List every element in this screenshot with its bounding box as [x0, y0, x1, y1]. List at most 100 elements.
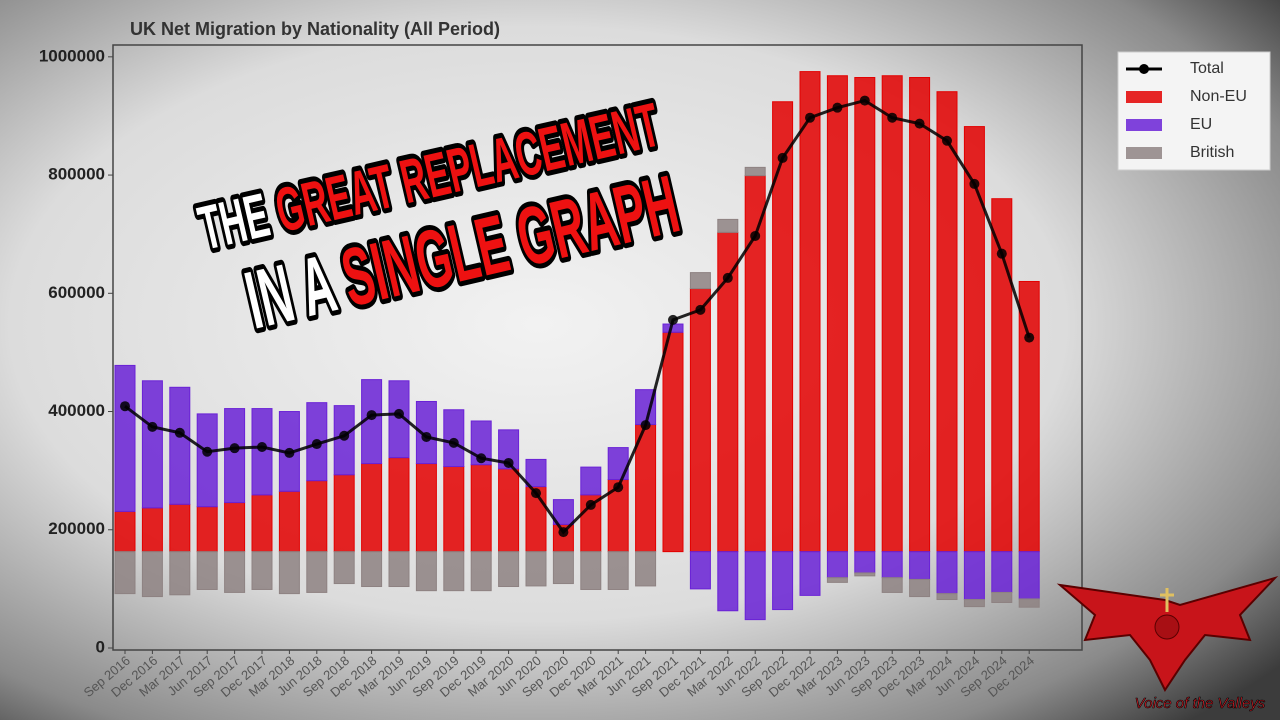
legend-swatch	[1126, 119, 1162, 131]
total-point	[969, 178, 980, 189]
total-point	[339, 430, 350, 441]
bar	[388, 457, 410, 553]
bar	[251, 494, 273, 553]
total-point	[942, 135, 952, 146]
bar	[498, 551, 520, 588]
total-point	[421, 431, 432, 442]
logo: Voice of the Valleys	[1056, 576, 1279, 712]
bar	[470, 551, 492, 592]
bar	[443, 466, 465, 553]
bar	[278, 551, 300, 595]
total-point	[668, 314, 678, 325]
bar	[717, 551, 739, 612]
bar	[936, 593, 958, 601]
chart-title: UK Net Migration by Nationality (All Per…	[130, 19, 500, 39]
bar	[224, 408, 246, 504]
y-tick-label: 400000	[48, 401, 105, 420]
bar	[361, 551, 383, 588]
bar	[114, 364, 136, 512]
bar	[826, 551, 848, 579]
bar	[141, 551, 163, 598]
bar	[333, 474, 355, 553]
bar	[306, 551, 328, 593]
bar	[415, 551, 437, 592]
bar	[744, 551, 766, 621]
bar	[470, 464, 492, 553]
bar	[498, 429, 520, 470]
bar	[306, 480, 328, 553]
bar	[881, 577, 903, 593]
total-point	[531, 488, 541, 499]
total-point	[695, 304, 706, 315]
bar	[278, 490, 300, 553]
bar	[141, 507, 163, 553]
y-tick-label: 0	[96, 637, 105, 656]
bar	[607, 551, 629, 590]
bar	[224, 502, 246, 553]
bar	[717, 218, 739, 233]
bar	[909, 77, 931, 553]
total-line	[124, 98, 1031, 535]
total-point	[640, 420, 651, 431]
bar	[580, 551, 602, 590]
bar	[169, 386, 191, 505]
legend-swatch	[1126, 147, 1162, 159]
total-point	[257, 442, 267, 452]
legend-label: British	[1190, 144, 1234, 161]
total-point	[914, 118, 925, 129]
bar	[689, 551, 711, 590]
legend-swatch	[1139, 64, 1149, 74]
total-point	[1024, 332, 1035, 343]
bar	[251, 551, 273, 590]
bar	[854, 551, 876, 574]
plot-frame	[112, 44, 1083, 651]
bar	[525, 458, 547, 488]
total-point	[558, 527, 569, 538]
bar	[689, 288, 711, 553]
bar	[881, 551, 903, 579]
total-point	[996, 248, 1007, 259]
bar	[1018, 598, 1040, 608]
bar	[936, 551, 958, 595]
y-tick-label: 1000000	[39, 46, 105, 65]
bar	[772, 551, 794, 611]
bar	[854, 77, 876, 553]
y-tick-label: 800000	[48, 165, 105, 184]
bar	[1018, 551, 1040, 600]
bar	[388, 380, 410, 459]
bar	[1018, 280, 1040, 553]
logo-text: Voice of the Valleys	[1135, 695, 1266, 712]
total-point	[120, 401, 130, 412]
bar	[196, 506, 218, 553]
bar	[552, 499, 574, 525]
bar	[415, 463, 437, 553]
bar	[114, 510, 136, 553]
bar	[799, 71, 821, 553]
bar	[963, 599, 985, 608]
bar	[991, 551, 1013, 593]
headline-white: IN A	[238, 238, 344, 346]
bar	[963, 126, 985, 553]
bar	[388, 551, 410, 588]
y-tick-label: 600000	[48, 283, 105, 302]
total-point	[750, 230, 761, 241]
bar	[525, 551, 547, 587]
total-point	[585, 499, 596, 510]
bar	[196, 413, 218, 508]
legend-swatch	[1126, 91, 1162, 103]
total-point	[147, 421, 158, 432]
bar	[580, 466, 602, 496]
total-point	[311, 439, 322, 450]
y-tick-label: 200000	[48, 519, 105, 538]
bar	[443, 551, 465, 592]
bar	[196, 551, 218, 590]
bar	[799, 551, 821, 596]
total-point	[832, 102, 843, 113]
bar	[333, 551, 355, 585]
logo-head	[1154, 614, 1180, 640]
legend-label: Non-EU	[1190, 88, 1247, 105]
bar	[361, 463, 383, 553]
total-point	[202, 446, 213, 457]
